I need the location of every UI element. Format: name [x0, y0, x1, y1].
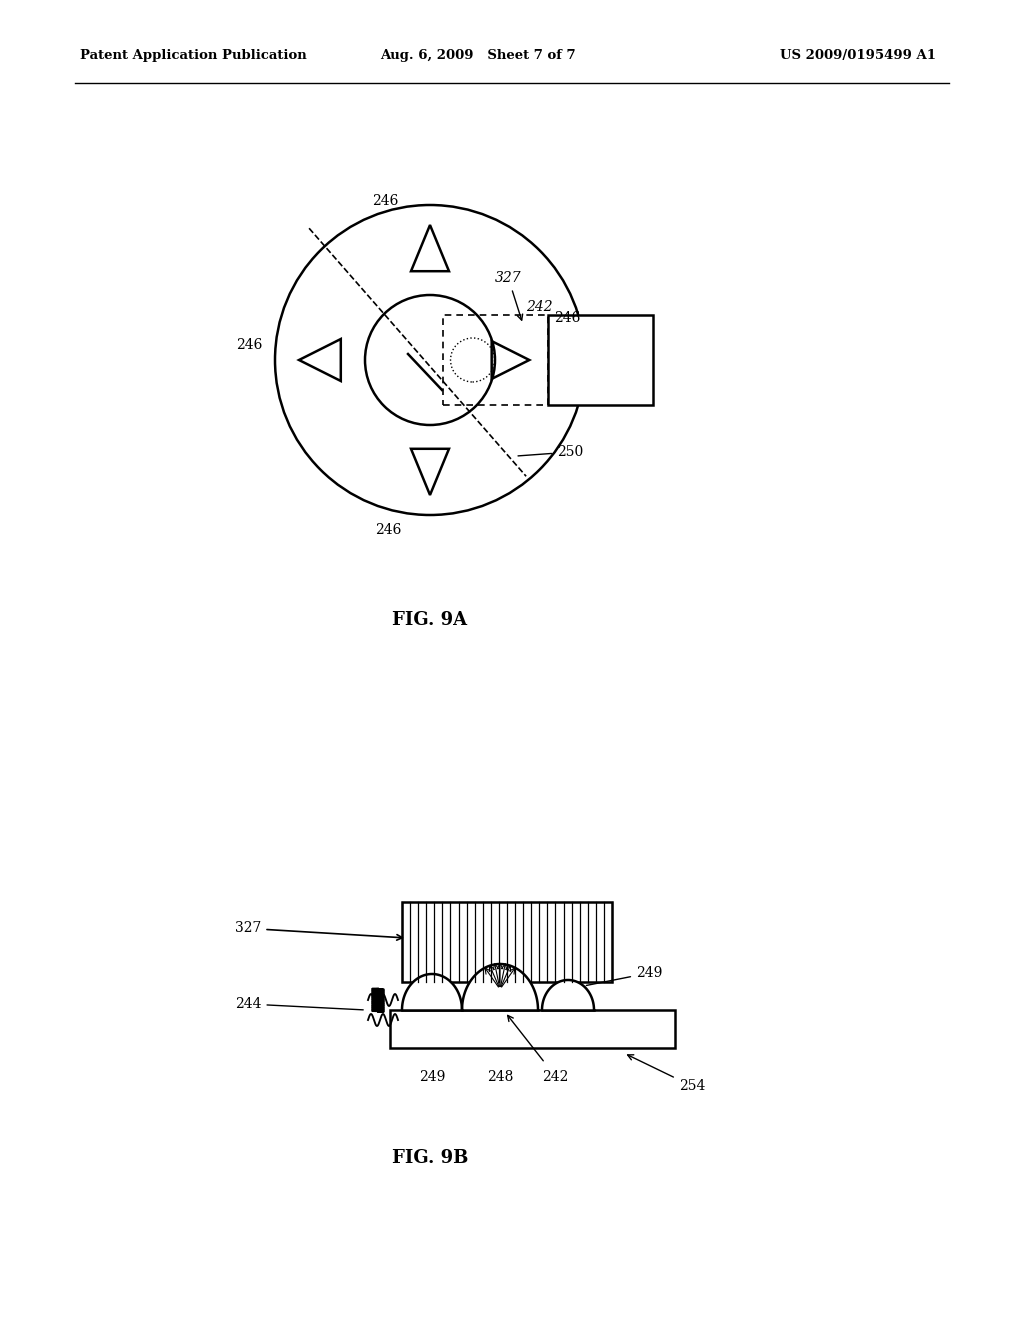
Text: 242: 242	[542, 1071, 568, 1084]
Text: Aug. 6, 2009   Sheet 7 of 7: Aug. 6, 2009 Sheet 7 of 7	[380, 49, 575, 62]
Text: Patent Application Publication: Patent Application Publication	[80, 49, 307, 62]
Bar	[390, 1010, 675, 1048]
Text: FIG. 9A: FIG. 9A	[392, 611, 468, 630]
Text: FIG. 9B: FIG. 9B	[392, 1148, 468, 1167]
Text: 327: 327	[495, 272, 522, 321]
Text: 249: 249	[419, 1071, 445, 1084]
Bar	[402, 902, 612, 982]
Text: 248: 248	[486, 1071, 513, 1084]
Polygon shape	[462, 964, 538, 1010]
Polygon shape	[402, 974, 462, 1010]
Bar	[443, 315, 549, 405]
Text: 249: 249	[587, 966, 663, 986]
Text: 242: 242	[526, 301, 553, 314]
Text: 246: 246	[237, 338, 262, 352]
Polygon shape	[542, 979, 594, 1010]
Text: 246: 246	[372, 194, 398, 209]
Text: US 2009/0195499 A1: US 2009/0195499 A1	[780, 49, 936, 62]
Text: 250: 250	[518, 445, 584, 459]
Text: 327: 327	[234, 921, 402, 940]
Text: 244: 244	[234, 997, 364, 1011]
Text: 254: 254	[628, 1055, 706, 1093]
Text: 246: 246	[554, 312, 581, 325]
Text: 246: 246	[375, 523, 401, 537]
Bar	[549, 315, 653, 405]
